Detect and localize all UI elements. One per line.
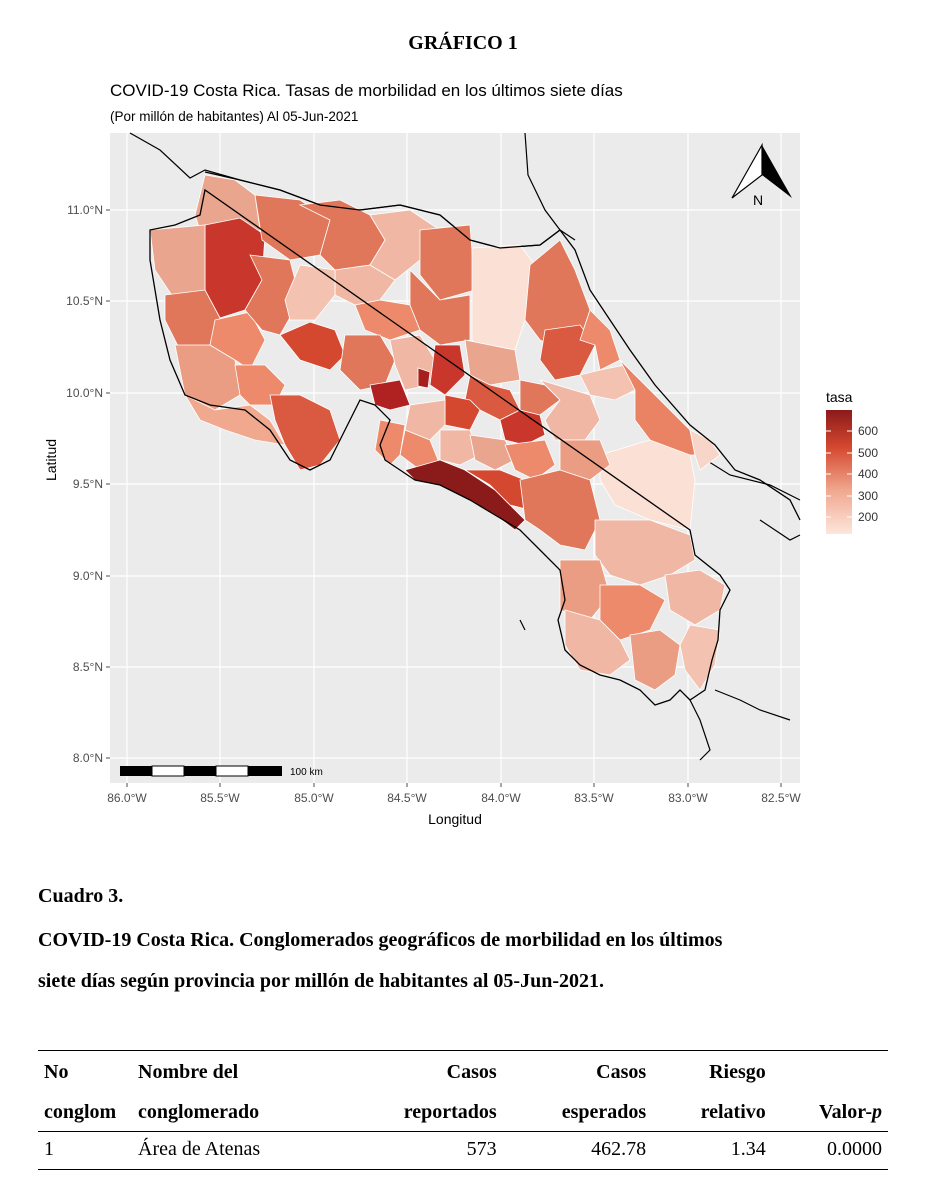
district <box>559 439 611 481</box>
col-header-expected: esperados <box>502 1091 653 1132</box>
y-tick: 8.5°N <box>73 660 103 674</box>
coastline-osa <box>689 689 791 761</box>
x-tick: 85.0°W <box>294 791 334 805</box>
district <box>429 344 466 396</box>
table-caption-line-2: siete días según provincia por millón de… <box>38 970 604 992</box>
district <box>519 469 601 551</box>
table-row: 1 Área de Atenas 573 462.78 1.34 0.0000 <box>38 1131 888 1170</box>
district <box>564 609 631 676</box>
col-header-no: conglom <box>38 1091 132 1132</box>
district <box>519 379 561 416</box>
x-tick: 86.0°W <box>107 791 147 805</box>
legend-tick: 600 <box>858 424 878 438</box>
cluster-table: No Nombre del Casos Casos Riesgo conglom… <box>38 1050 888 1170</box>
figure-title: GRÁFICO 1 <box>408 32 518 54</box>
x-tick: 84.0°W <box>481 791 521 805</box>
district <box>469 434 516 471</box>
district <box>504 439 556 481</box>
legend-title: tasa <box>826 389 853 405</box>
map-title: COVID-19 Costa Rica. Tasas de morbilidad… <box>110 81 623 100</box>
col-header-name: Nombre del <box>132 1050 340 1091</box>
x-tick: 84.5°W <box>387 791 427 805</box>
y-tick: 11.0°N <box>67 203 103 217</box>
district <box>439 429 481 466</box>
cell-no: 1 <box>38 1131 132 1170</box>
district <box>369 379 411 411</box>
district <box>284 264 336 321</box>
legend-tick: 200 <box>858 510 878 524</box>
coastline <box>149 171 801 706</box>
north-label: N <box>753 192 763 208</box>
col-header-expected: Casos <box>502 1050 653 1091</box>
choropleth-map: 100 km N 11.0°N 10.5°N 10.0°N 9.5°N 9.0°… <box>43 132 878 827</box>
map-subtitle: (Por millón de habitantes) Al 05-Jun-202… <box>110 109 359 124</box>
north-arrow-icon: N <box>731 142 792 208</box>
district <box>183 394 286 446</box>
x-axis-label: Longitud <box>428 811 482 827</box>
x-tick: 83.5°W <box>574 791 614 805</box>
legend-tick: 300 <box>858 489 878 503</box>
legend-tick: 400 <box>858 467 878 481</box>
table-number: Cuadro 3. <box>38 885 124 907</box>
col-header-reported: Casos <box>339 1050 503 1091</box>
x-tick: 82.5°W <box>761 791 801 805</box>
col-header-reported: reportados <box>339 1091 503 1132</box>
cell-name: Área de Atenas <box>132 1131 340 1170</box>
col-header-p-italic: p <box>872 1101 882 1123</box>
cell-rr: 1.34 <box>652 1131 772 1170</box>
x-axis: 86.0°W 85.5°W 85.0°W 84.5°W 84.0°W 83.5°… <box>107 791 801 805</box>
legend-tick: 500 <box>858 446 878 460</box>
table-caption-line-1: COVID-19 Costa Rica. Conglomerados geogr… <box>38 929 723 951</box>
col-header-name: conglomerado <box>132 1091 340 1132</box>
legend-colorbar <box>826 410 852 534</box>
legend-ticks: 600 500 400 300 200 <box>858 424 878 524</box>
col-header-p: Valor-p <box>771 1091 888 1132</box>
col-header-rr: Riesgo <box>652 1050 772 1091</box>
table-header-row: conglom conglomerado reportados esperado… <box>38 1091 888 1132</box>
y-tick: 10.0°N <box>66 386 103 400</box>
scale-bar-label: 100 km <box>290 767 323 778</box>
y-axis: 11.0°N 10.5°N 10.0°N 9.5°N 9.0°N 8.5°N 8… <box>66 203 103 765</box>
col-header-no: No <box>38 1050 132 1091</box>
scale-bar: 100 km <box>120 765 323 778</box>
cell-expected: 462.78 <box>502 1131 653 1170</box>
districts <box>149 174 726 691</box>
y-tick: 10.5°N <box>66 294 103 308</box>
table-header-row: No Nombre del Casos Casos Riesgo <box>38 1050 888 1091</box>
y-tick: 9.5°N <box>73 477 103 491</box>
col-header-rr: relativo <box>652 1091 772 1132</box>
district <box>464 339 521 386</box>
district <box>419 224 476 301</box>
district <box>417 367 431 389</box>
y-axis-label: Latitud <box>43 439 59 481</box>
col-header-p-text: Valor- <box>819 1101 872 1123</box>
district <box>244 254 301 336</box>
cell-reported: 573 <box>339 1131 503 1170</box>
district <box>404 399 446 441</box>
x-tick: 83.0°W <box>668 791 708 805</box>
x-tick: 85.5°W <box>200 791 240 805</box>
y-tick: 9.0°N <box>73 569 103 583</box>
district <box>369 209 441 281</box>
col-header-p <box>771 1050 888 1091</box>
y-tick: 8.0°N <box>73 751 103 765</box>
district <box>629 629 681 691</box>
cell-p: 0.0000 <box>771 1131 888 1170</box>
district <box>409 269 471 346</box>
